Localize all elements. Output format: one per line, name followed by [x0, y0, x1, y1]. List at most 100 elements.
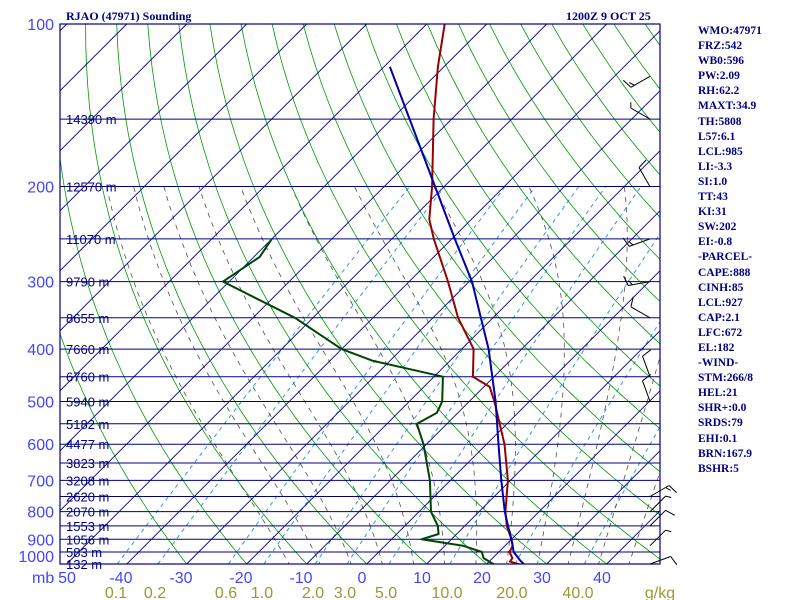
index-13: SW:202 [698, 221, 737, 234]
temperature-label-3: -20 [229, 570, 252, 587]
wind-barb-750 [649, 485, 678, 497]
pressure-label-300: 300 [27, 275, 54, 292]
mixing-ratio-label-2: 0.6 [215, 585, 237, 600]
mixing-ratio-label-6: 5.0 [375, 585, 397, 600]
index-19: CAP:2.1 [698, 311, 740, 324]
dry-adiabat-20 [178, 24, 487, 564]
pressure-label-500: 500 [27, 394, 54, 411]
wind-barb-450 [642, 349, 652, 377]
height-label-550: 5182 m [66, 417, 109, 432]
mixing-ratio-label-9: 40.0 [562, 585, 593, 600]
index-5: MAXT:34.9 [698, 100, 757, 113]
isotherm--30 [186, 90, 660, 564]
height-label-650: 3823 m [66, 456, 109, 471]
pressure-unit-label: mb [32, 570, 54, 587]
temperature-label-9: 40 [593, 570, 611, 587]
pressure-label-1000: 1000 [18, 549, 54, 566]
pressure-label-800: 800 [27, 505, 54, 522]
height-label-1000: 132 m [66, 557, 102, 572]
index-14: EI:-0.8 [698, 236, 733, 249]
height-label-500: 5940 m [66, 394, 109, 409]
index-0: WMO:47971 [698, 25, 762, 37]
moist-adiabats [106, 186, 660, 564]
temperature-label-7: 20 [473, 570, 491, 587]
mixing-ratio-axis: 0.1 0.2 0.6 1.0 2.0 3.0 5.0 10.0 20.0 40.0 g/kg [105, 585, 675, 600]
moist-adiabat-30 [528, 186, 565, 564]
temperature-label-0: 50 [58, 570, 76, 587]
temperature-axis: 50 -40 -30 -20 -10 0 10 20 30 40 mb [32, 570, 611, 587]
dry-adiabat-30 [209, 24, 547, 564]
isotherm--80 [60, 24, 428, 392]
isotherm--110 [60, 24, 248, 212]
moist-adiabat-15 [291, 186, 446, 564]
isotherm-0 [366, 270, 660, 564]
mixing-ratio-line-0.2 [157, 186, 446, 564]
stability-indices: WMO:47971 FRZ:542 WB0:596 PW:2.09 RH:62.2 MAX… [698, 24, 798, 477]
height-label-250: 11070 m [66, 232, 116, 247]
temperature-label-2: -30 [169, 570, 192, 587]
index-16: CAPE:888 [698, 266, 751, 279]
height-label-750: 2620 m [66, 490, 109, 505]
temperature-label-8: 30 [533, 570, 551, 587]
index-27: EHI:0.1 [698, 432, 738, 445]
station-title: RJAO (47971) Sounding [66, 9, 192, 23]
wind-barb-500 [642, 374, 652, 402]
isotherm-10 [426, 330, 660, 564]
isotherm--50 [66, 24, 608, 564]
temperature-label-5: 0 [358, 570, 367, 587]
mixing-ratio-line-10 [449, 232, 660, 564]
pressure-label-100: 100 [27, 17, 54, 34]
index-3: PW:2.09 [698, 70, 740, 83]
height-label-350: 8655 m [66, 311, 109, 326]
dry-adiabat-50 [271, 24, 660, 560]
height-label-400: 7660 m [66, 342, 109, 357]
height-label-200: 12570 m [66, 180, 117, 195]
isotherm--90 [60, 24, 368, 332]
dry-adiabat-60 [302, 24, 660, 516]
index-1: FRZ:542 [698, 40, 743, 53]
index-17: CINH:85 [698, 281, 744, 294]
isotherms [0, 24, 660, 564]
index-10: SI:1.0 [698, 175, 728, 188]
index-28: BRN:167.9 [698, 447, 752, 460]
mixing-ratio-label-4: 2.0 [302, 585, 324, 600]
sounding-time: 1200Z 9 OCT 25 [566, 9, 651, 23]
index-22: -WIND- [698, 357, 739, 370]
plot-frame [59, 23, 661, 565]
mixing-ratio-label-3: 1.0 [251, 585, 273, 600]
mixing-ratio-label-0: 0.1 [105, 585, 127, 600]
isotherm--40 [126, 30, 660, 564]
isotherm--120 [60, 24, 188, 152]
isotherm--150 [0, 24, 7, 564]
index-12: KI:31 [698, 206, 727, 219]
wind-barb-125 [622, 75, 651, 88]
isotherm--70 [60, 24, 488, 452]
pressure-label-900: 900 [27, 532, 54, 549]
wind-barb-1000 [649, 556, 678, 566]
sounding-traces [222, 24, 526, 564]
temperature-label-1: -40 [109, 570, 132, 587]
index-11: TT:43 [698, 191, 728, 204]
mixing-ratio-line-3 [346, 186, 607, 564]
dry-adiabats [60, 24, 660, 564]
height-label-850: 1553 m [66, 519, 109, 534]
wind-barb-150 [630, 102, 651, 120]
wind-barb-850 [649, 509, 675, 527]
index-6: TH:5808 [698, 115, 742, 128]
moist-adiabat-10 [240, 186, 415, 564]
wind-barb-200 [638, 159, 651, 187]
height-label-950: 583 m [66, 545, 102, 560]
index-7: L57:6.1 [698, 130, 736, 143]
isotherm--100 [60, 24, 308, 272]
index-26: SRDS:79 [698, 417, 743, 430]
moist-adiabat-40 [598, 355, 660, 564]
dry-adiabat--10 [85, 24, 307, 564]
index-24: HEL:21 [698, 387, 738, 400]
temperature-label-4: -10 [289, 570, 312, 587]
wind-barb-250 [622, 237, 651, 247]
wind-barb-800 [649, 495, 672, 513]
moist-adiabat-0 [163, 186, 352, 564]
height-label-600: 4477 m [66, 437, 109, 452]
